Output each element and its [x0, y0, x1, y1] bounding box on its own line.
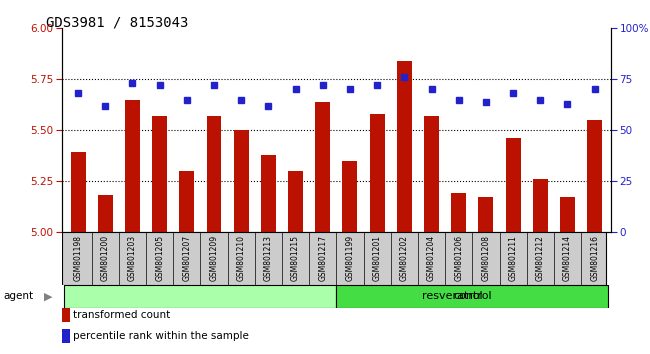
Bar	[125, 99, 140, 232]
Bar	[288, 171, 303, 232]
Text: GSM801212: GSM801212	[536, 235, 545, 281]
Bar	[506, 138, 521, 232]
Bar	[207, 116, 222, 232]
Text: control: control	[453, 291, 491, 302]
Text: GSM801214: GSM801214	[563, 235, 572, 281]
Bar	[424, 116, 439, 232]
Bar	[261, 155, 276, 232]
Bar	[478, 197, 493, 232]
Text: GSM801210: GSM801210	[237, 235, 246, 281]
Text: GSM801199: GSM801199	[345, 235, 354, 281]
Text: GSM801201: GSM801201	[372, 235, 382, 281]
Text: GSM801213: GSM801213	[264, 235, 273, 281]
Text: GDS3981 / 8153043: GDS3981 / 8153043	[46, 16, 188, 30]
Bar	[397, 61, 412, 232]
Text: GSM801200: GSM801200	[101, 235, 110, 281]
Bar	[234, 130, 249, 232]
Bar	[315, 102, 330, 232]
Text: GSM801216: GSM801216	[590, 235, 599, 281]
Bar	[451, 193, 466, 232]
Text: GSM801209: GSM801209	[209, 235, 218, 281]
Text: GSM801211: GSM801211	[508, 235, 517, 281]
Bar	[179, 171, 194, 232]
Text: GSM801198: GSM801198	[73, 235, 83, 281]
Text: GSM801205: GSM801205	[155, 235, 164, 281]
Bar	[370, 114, 385, 232]
Text: ▶: ▶	[44, 291, 53, 301]
Bar	[98, 195, 112, 232]
Text: GSM801202: GSM801202	[400, 235, 409, 281]
Bar	[587, 120, 602, 232]
Text: GSM801204: GSM801204	[427, 235, 436, 281]
Text: GSM801206: GSM801206	[454, 235, 463, 281]
Bar	[71, 153, 86, 232]
Text: GSM801203: GSM801203	[128, 235, 137, 281]
Text: GSM801215: GSM801215	[291, 235, 300, 281]
Text: percentile rank within the sample: percentile rank within the sample	[73, 331, 250, 341]
Text: GSM801207: GSM801207	[183, 235, 191, 281]
Text: transformed count: transformed count	[73, 310, 171, 320]
Text: agent: agent	[3, 291, 33, 301]
Bar	[560, 197, 575, 232]
Text: GSM801208: GSM801208	[482, 235, 490, 281]
Text: GSM801217: GSM801217	[318, 235, 328, 281]
Bar	[343, 161, 358, 232]
Bar	[64, 285, 337, 308]
Bar	[152, 116, 167, 232]
Text: resveratrol: resveratrol	[422, 291, 482, 302]
Bar	[337, 285, 608, 308]
Bar	[533, 179, 548, 232]
